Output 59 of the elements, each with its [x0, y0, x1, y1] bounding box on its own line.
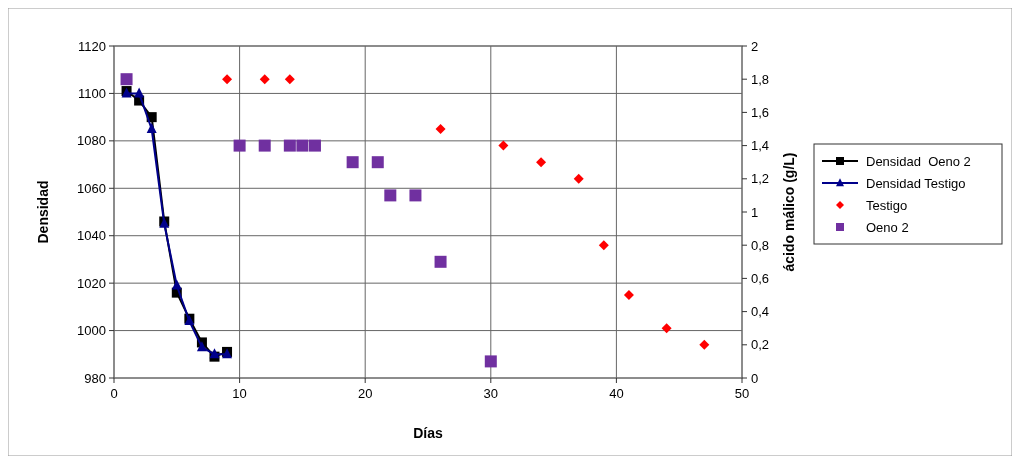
point: [661, 323, 672, 334]
point: [623, 290, 634, 300]
point: [409, 189, 422, 202]
x-tick-label: 20: [357, 386, 373, 401]
legend-label: Testigo: [866, 197, 908, 213]
point: [371, 156, 384, 169]
point: [296, 139, 309, 152]
y-tick-label: 1000: [77, 323, 106, 339]
point: [171, 279, 182, 290]
point: [196, 341, 207, 352]
y2-tick-label: 1,2: [751, 171, 770, 187]
y2-tick-label: 1,8: [751, 71, 770, 87]
point: [233, 139, 246, 152]
point: [308, 139, 321, 152]
y-tick-label: 1100: [78, 85, 106, 101]
y2-tick-label: 1,6: [751, 104, 770, 120]
point: [384, 189, 397, 202]
y2-tick-label: 1,4: [751, 138, 770, 154]
point: [258, 139, 271, 152]
point: [536, 157, 547, 168]
point: [573, 173, 584, 184]
x-tick-label: 0: [110, 386, 118, 401]
legend-label: Densidad Testigo: [866, 175, 966, 191]
y2-tick-label: 0,8: [751, 237, 770, 253]
y2-tick-label: 0: [751, 370, 759, 386]
y2-tick-label: 0,2: [751, 337, 770, 353]
point: [598, 240, 609, 251]
point: [283, 139, 296, 152]
x-axis-title: Días: [413, 425, 443, 441]
point: [146, 123, 157, 133]
point: [346, 156, 359, 169]
point: [259, 74, 270, 85]
point: [498, 140, 509, 151]
y-tick-label: 1060: [77, 180, 106, 196]
point: [434, 255, 447, 268]
y2-tick-label: 1: [751, 204, 759, 220]
point: [284, 74, 295, 85]
x-tick-label: 40: [609, 386, 624, 401]
y-tick-label: 1040: [77, 228, 106, 244]
y-axis-title: Densidad: [35, 180, 51, 244]
x-tick-label: 30: [483, 386, 499, 401]
y-tick-label: 1120: [78, 38, 106, 54]
point: [699, 339, 710, 350]
y2-axis-title: ácido málico (g/L): [781, 152, 797, 272]
legend-label: Densidad Oeno 2: [866, 153, 971, 169]
legend-label: Oeno 2: [866, 219, 909, 235]
point: [435, 124, 446, 134]
y2-tick-label: 0,6: [751, 270, 770, 286]
y-tick-label: 1020: [77, 275, 106, 291]
point: [120, 73, 133, 86]
point: [222, 74, 233, 85]
y-tick-label: 980: [84, 370, 106, 386]
y2-tick-label: 2: [751, 38, 759, 54]
x-tick-label: 50: [734, 386, 750, 401]
point: [484, 355, 497, 368]
y2-tick-label: 0,4: [751, 304, 770, 320]
point: [134, 87, 145, 98]
x-tick-label: 10: [232, 386, 247, 401]
y-tick-label: 1080: [77, 133, 106, 149]
